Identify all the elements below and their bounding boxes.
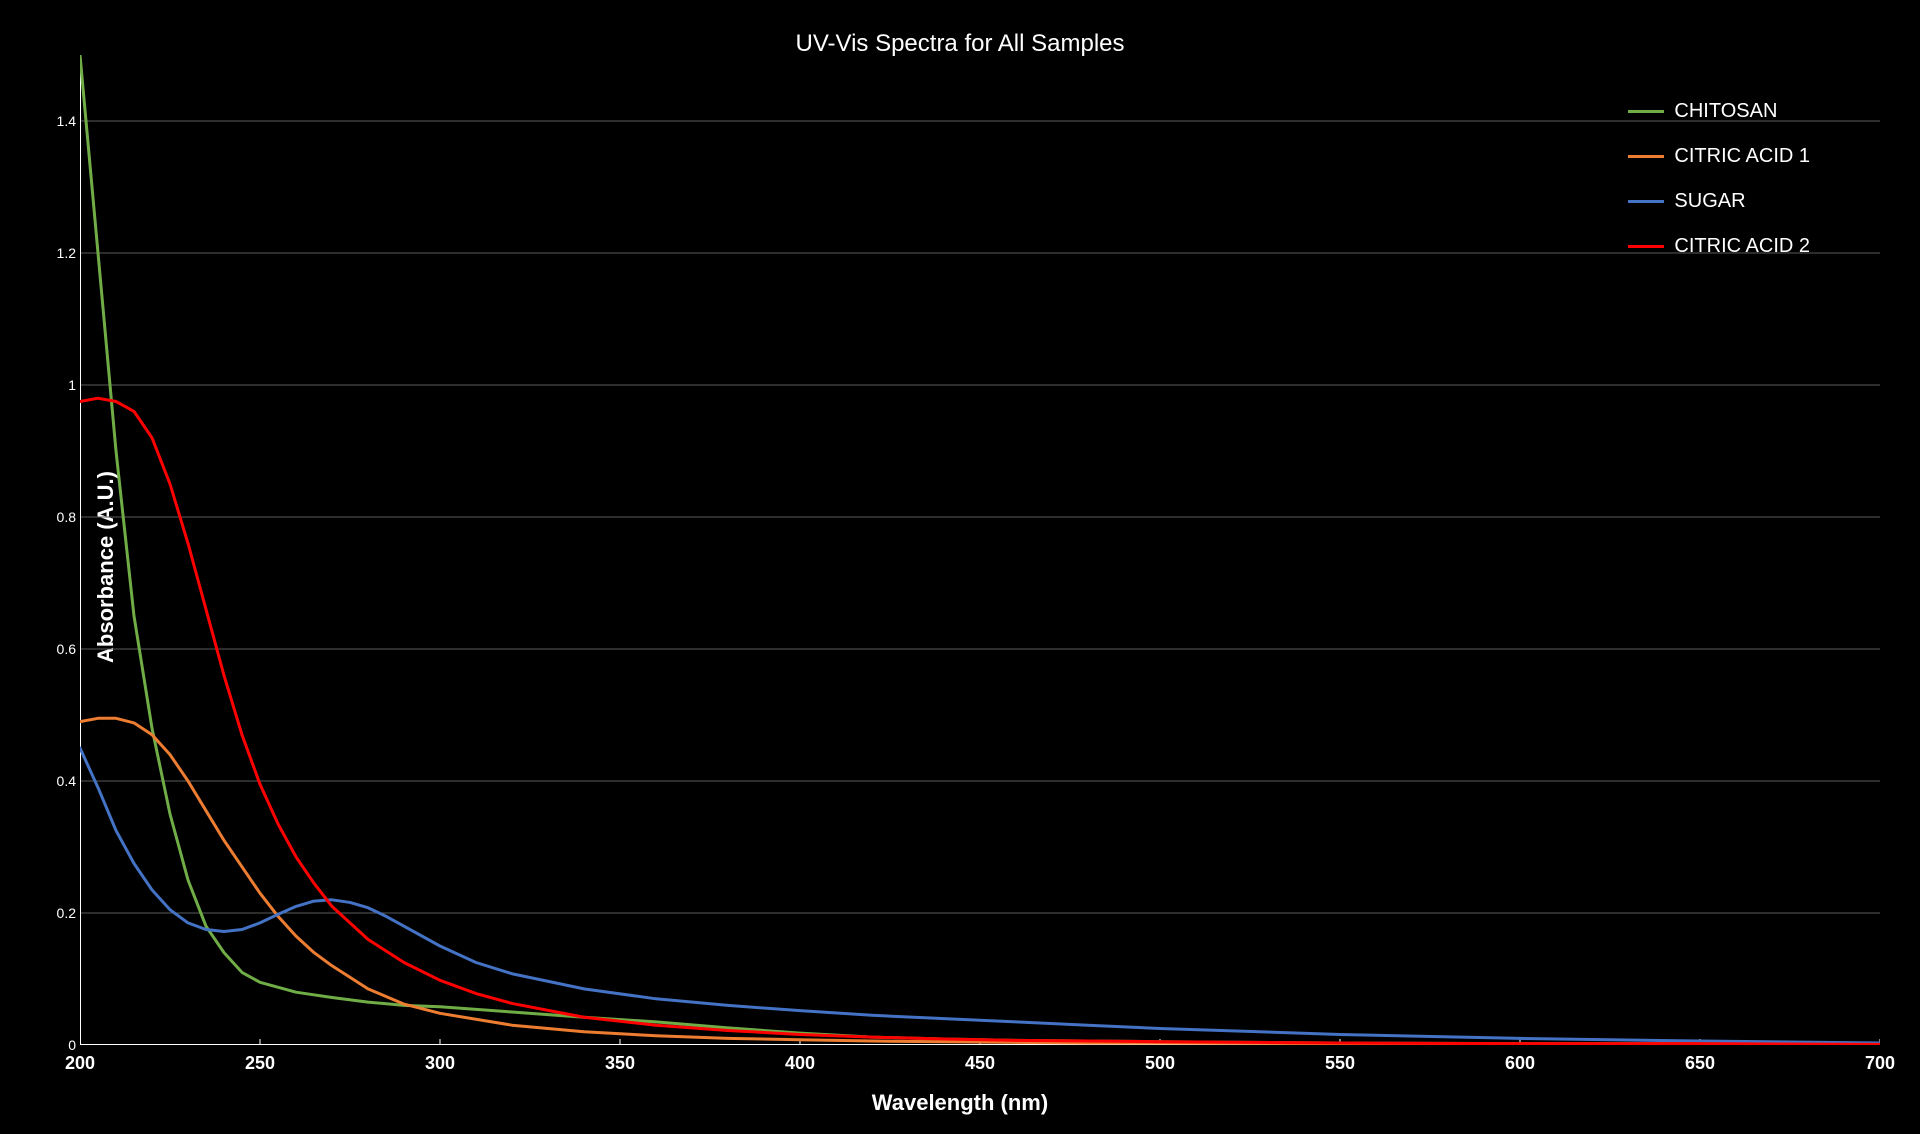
legend-label: CHITOSAN (1674, 100, 1777, 123)
x-axis-label: Wavelength (nm) (872, 1090, 1048, 1116)
legend-label: CITRIC ACID 2 (1674, 235, 1810, 258)
legend-item: SUGAR (1628, 190, 1810, 213)
y-tick-label: 0.4 (50, 773, 76, 789)
legend: CHITOSAN CITRIC ACID 1 SUGAR CITRIC ACID 2 (1628, 100, 1810, 258)
x-tick-label: 300 (425, 1053, 455, 1074)
legend-item: CITRIC ACID 2 (1628, 235, 1810, 258)
chart-title: UV-Vis Spectra for All Samples (795, 30, 1124, 58)
x-tick-label: 200 (65, 1053, 95, 1074)
x-tick-label: 650 (1685, 1053, 1715, 1074)
x-tick-label: 450 (965, 1053, 995, 1074)
uv-vis-chart: UV-Vis Spectra for All Samples Absorbanc… (0, 0, 1920, 1134)
series-line (80, 718, 1880, 1044)
legend-swatch (1628, 155, 1664, 158)
x-tick-label: 350 (605, 1053, 635, 1074)
x-tick-label: 700 (1865, 1053, 1895, 1074)
x-tick-label: 500 (1145, 1053, 1175, 1074)
plot-svg (80, 55, 1880, 1045)
x-tick-label: 600 (1505, 1053, 1535, 1074)
series-line (80, 55, 1880, 1044)
legend-item: CITRIC ACID 1 (1628, 145, 1810, 168)
legend-swatch (1628, 110, 1664, 113)
y-tick-label: 1 (50, 377, 76, 393)
legend-label: CITRIC ACID 1 (1674, 145, 1810, 168)
series-line (80, 398, 1880, 1044)
y-tick-label: 0.2 (50, 905, 76, 921)
y-tick-label: 0.8 (50, 509, 76, 525)
plot-area (80, 55, 1880, 1045)
x-tick-label: 250 (245, 1053, 275, 1074)
y-tick-label: 0.6 (50, 641, 76, 657)
y-tick-label: 0 (50, 1037, 76, 1053)
legend-item: CHITOSAN (1628, 100, 1810, 123)
legend-label: SUGAR (1674, 190, 1745, 213)
legend-swatch (1628, 200, 1664, 203)
y-tick-label: 1.2 (50, 245, 76, 261)
x-tick-label: 400 (785, 1053, 815, 1074)
y-tick-label: 1.4 (50, 113, 76, 129)
x-tick-label: 550 (1325, 1053, 1355, 1074)
legend-swatch (1628, 245, 1664, 248)
